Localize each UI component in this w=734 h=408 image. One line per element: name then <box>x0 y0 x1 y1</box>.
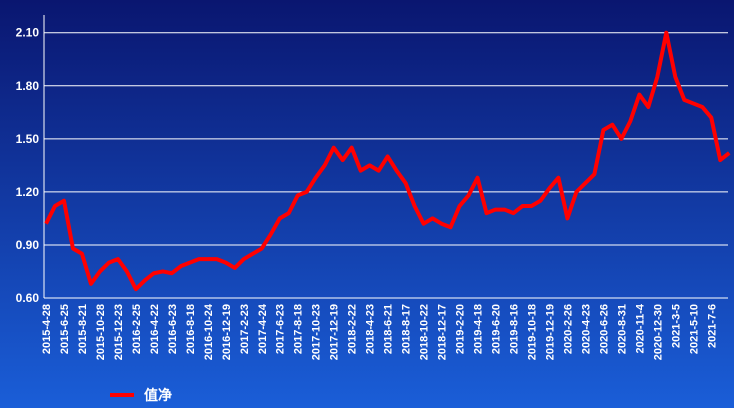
x-tick-label: 2015-12-23 <box>113 304 125 360</box>
x-tick-label: 2019-2-20 <box>455 304 467 354</box>
x-tick-label: 2020-8-31 <box>616 304 628 354</box>
x-tick-label: 2016-12-19 <box>221 304 233 360</box>
x-tick-label: 2018-4-23 <box>365 304 377 354</box>
y-tick-label: 0.90 <box>16 238 40 252</box>
x-tick-label: 2016-8-18 <box>185 304 197 354</box>
x-tick-label: 2021-3-5 <box>670 304 682 348</box>
x-tick-label: 2017-10-23 <box>311 304 323 360</box>
y-tick-label: 0.60 <box>16 291 40 305</box>
x-tick-label: 2017-4-24 <box>257 303 269 354</box>
x-tick-label: 2018-6-21 <box>383 304 395 354</box>
y-tick-label: 1.80 <box>16 79 40 93</box>
x-tick-label: 2018-12-17 <box>437 304 449 360</box>
legend-label: 值净 <box>144 387 172 403</box>
x-tick-label: 2020-4-23 <box>580 304 592 354</box>
x-tick-label: 2018-10-22 <box>419 304 431 360</box>
x-tick-label: 2018-2-22 <box>347 304 359 354</box>
x-tick-label: 2020-2-26 <box>562 304 574 354</box>
x-tick-label: 2021-7-6 <box>706 304 718 348</box>
x-tick-label: 2017-8-18 <box>293 304 305 354</box>
x-tick-label: 2016-2-25 <box>131 304 143 354</box>
x-tick-label: 2021-5-10 <box>688 304 700 354</box>
x-tick-label: 2020-6-26 <box>598 304 610 354</box>
y-tick-label: 1.20 <box>16 185 40 199</box>
y-tick-label: 2.10 <box>16 26 40 40</box>
x-tick-label: 2015-10-28 <box>95 304 107 360</box>
x-tick-label: 2017-6-23 <box>275 304 287 354</box>
x-tick-label: 2018-8-17 <box>401 304 413 354</box>
x-tick-label: 2015-6-25 <box>59 304 71 354</box>
x-tick-label: 2017-12-19 <box>329 304 341 360</box>
x-tick-label: 2015-4-28 <box>41 304 53 354</box>
x-tick-label: 2019-8-16 <box>508 304 520 354</box>
line <box>44 30 731 292</box>
x-tick-label: 2019-6-20 <box>491 304 503 354</box>
x-tick-label: 2016-10-24 <box>203 303 215 360</box>
x-tick-label: 2016-6-23 <box>167 304 179 354</box>
y-tick-label: 1.50 <box>16 132 40 146</box>
x-tick-label: 2019-12-19 <box>544 304 556 360</box>
x-tick-label: 2016-4-22 <box>149 304 161 354</box>
x-tick-label: 2019-10-18 <box>526 304 538 360</box>
x-tick-label: 2020-11-4 <box>634 303 646 353</box>
x-tick-label: 2020-12-30 <box>652 304 664 360</box>
x-tick-label: 2015-8-21 <box>77 304 89 354</box>
x-tick-label: 2017-2-23 <box>239 304 251 354</box>
x-tick-label: 2019-4-18 <box>473 304 485 354</box>
